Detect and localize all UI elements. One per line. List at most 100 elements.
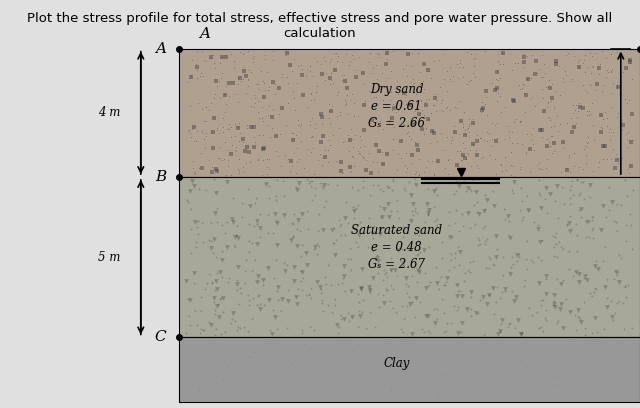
Point xyxy=(458,140,468,146)
Point xyxy=(580,52,590,58)
Point xyxy=(399,185,409,192)
Point xyxy=(538,373,548,380)
Point xyxy=(415,109,425,116)
Point xyxy=(458,64,468,70)
Point xyxy=(481,112,492,118)
Point xyxy=(587,226,597,233)
Point xyxy=(480,223,490,229)
Point xyxy=(436,97,447,103)
Point xyxy=(445,106,456,113)
Point xyxy=(507,253,517,260)
Point xyxy=(534,160,544,166)
Point xyxy=(386,282,396,288)
Point xyxy=(262,171,272,177)
Point xyxy=(540,315,550,322)
Point xyxy=(606,156,616,162)
Point xyxy=(564,153,574,160)
Point xyxy=(552,183,562,189)
Point xyxy=(360,126,370,133)
Point xyxy=(340,215,351,221)
Point xyxy=(271,257,281,263)
Point xyxy=(326,55,337,62)
Point xyxy=(274,84,284,91)
Point xyxy=(543,386,553,392)
Point xyxy=(576,179,586,186)
Point xyxy=(447,134,457,140)
Point xyxy=(234,170,244,177)
Point xyxy=(384,117,394,124)
Point xyxy=(417,126,427,133)
Text: Plot the stress profile for total stress, effective stress and pore water pressu: Plot the stress profile for total stress… xyxy=(28,12,612,40)
Point xyxy=(188,158,198,164)
Point xyxy=(253,108,263,115)
Point xyxy=(333,125,344,132)
Point xyxy=(618,69,628,75)
Point xyxy=(622,63,632,70)
Point xyxy=(492,69,502,75)
Point xyxy=(455,248,465,255)
Point xyxy=(484,390,494,396)
Point xyxy=(448,379,458,386)
Point xyxy=(445,234,455,240)
Point xyxy=(372,50,382,56)
Point xyxy=(497,272,508,278)
Point xyxy=(598,326,609,332)
Point xyxy=(508,163,518,170)
Point xyxy=(211,253,221,260)
Point xyxy=(472,189,482,195)
Point xyxy=(388,136,398,142)
Point xyxy=(293,122,303,128)
Point xyxy=(444,156,454,162)
Point xyxy=(230,147,240,154)
Point xyxy=(243,143,253,150)
Point xyxy=(390,89,401,96)
Point xyxy=(541,84,551,91)
Point xyxy=(447,233,457,240)
Point xyxy=(252,240,262,247)
Point xyxy=(214,77,224,84)
Point xyxy=(607,349,617,355)
Point xyxy=(521,256,531,262)
Point xyxy=(605,125,615,132)
Point xyxy=(355,133,365,139)
Point xyxy=(572,113,582,120)
Point xyxy=(548,106,559,113)
Point xyxy=(427,127,437,134)
Point xyxy=(451,206,461,213)
Point xyxy=(337,71,347,78)
Point xyxy=(271,326,282,333)
Point xyxy=(296,62,307,69)
Point xyxy=(253,132,264,139)
Point xyxy=(348,350,358,356)
Point xyxy=(282,50,292,57)
Point xyxy=(207,279,218,286)
Point xyxy=(449,250,460,257)
Point xyxy=(551,87,561,94)
Point xyxy=(492,98,502,104)
Point xyxy=(615,155,625,161)
Point xyxy=(214,313,224,320)
Point xyxy=(301,72,311,79)
Point xyxy=(316,110,326,117)
Point xyxy=(435,84,445,91)
Point xyxy=(531,57,541,64)
Point xyxy=(490,171,500,177)
Point xyxy=(264,182,274,189)
Point xyxy=(572,356,582,362)
Point xyxy=(244,203,255,209)
Point xyxy=(429,58,439,64)
Point xyxy=(196,165,207,172)
Point xyxy=(586,111,596,117)
Point xyxy=(283,50,293,56)
Point xyxy=(230,386,241,393)
Point xyxy=(317,297,327,303)
Point xyxy=(403,129,413,135)
Point xyxy=(597,125,607,132)
Point xyxy=(353,202,363,208)
Point xyxy=(591,257,601,264)
Point xyxy=(410,208,420,215)
Point xyxy=(390,109,401,115)
Point xyxy=(621,131,631,137)
Point xyxy=(283,80,293,86)
Point xyxy=(397,361,408,367)
